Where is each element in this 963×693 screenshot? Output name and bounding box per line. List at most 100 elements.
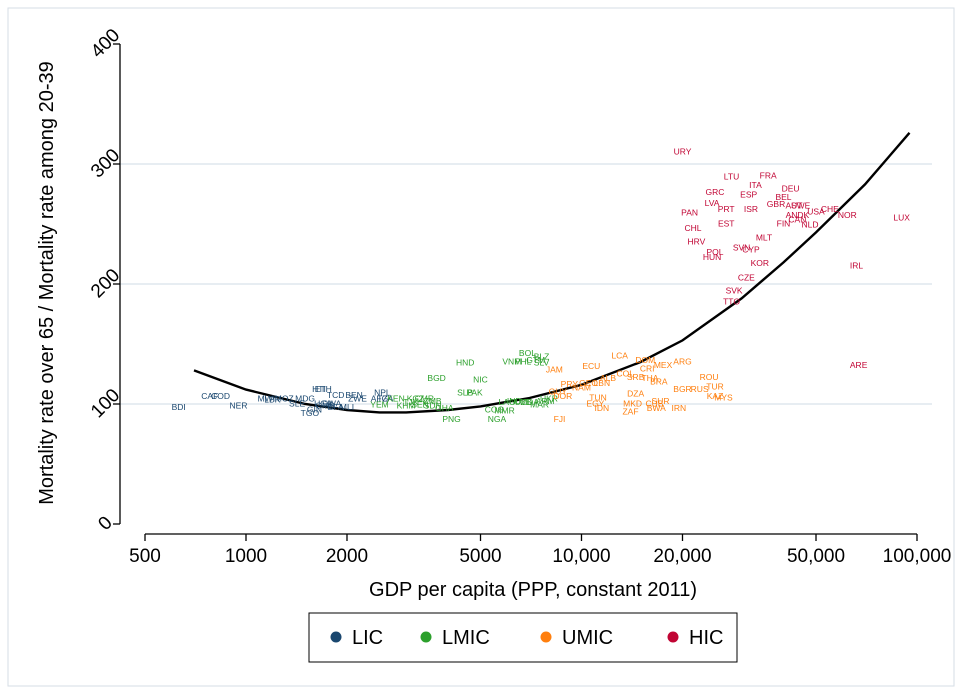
point-lbn: LBN [594, 378, 611, 388]
point-mar: MAR [530, 399, 549, 409]
point-mex: MEX [654, 360, 673, 370]
point-lao: LAO [499, 397, 516, 407]
point-lux: LUX [893, 212, 910, 222]
point-ltu: LTU [724, 171, 739, 181]
point-cod: COD [211, 391, 230, 401]
legend: LIC LMIC UMIC HIC [308, 612, 738, 663]
point-nam: NAM [572, 383, 591, 393]
point-mmr: MMR [494, 405, 514, 415]
point-arg: ARG [673, 356, 691, 366]
point-bgd: BGD [427, 373, 445, 383]
point-slv: SLV [534, 357, 550, 367]
point-vnm: VNM [502, 356, 521, 366]
legend-marker-umic [540, 631, 552, 643]
point-cmr: CMR [415, 393, 434, 403]
point-bel: BEL [775, 192, 791, 202]
point-est: EST [718, 218, 735, 228]
point-svk: SVK [726, 285, 743, 295]
point-ner: NER [230, 401, 248, 411]
point-bdi: BDI [172, 402, 186, 412]
legend-marker-hic [667, 631, 679, 643]
point-tur: TUR [706, 381, 723, 391]
point-npl: NPL [374, 387, 391, 397]
point-gha: GHA [435, 403, 454, 413]
point-fji: FJI [554, 414, 566, 424]
point-mda: MDA [520, 397, 539, 407]
point-are: ARE [850, 360, 868, 370]
point-lva: LVA [705, 198, 720, 208]
data-points: BDICAFCODNERMWILBRMOZSLEMDGHTIETHTGOGINU… [172, 146, 911, 424]
point-bfa: BFA [328, 402, 344, 412]
point-hti: HTI [312, 384, 326, 394]
point-hun: HUN [703, 252, 721, 262]
point-afg: AFG [371, 393, 388, 403]
point-pol: POL [706, 247, 723, 257]
point-phl: PHL [515, 356, 532, 366]
point-uzb: UZB [515, 397, 532, 407]
point-mys: MYS [714, 392, 733, 402]
point-zmb: ZMB [424, 396, 442, 406]
point-andk: ANDK [786, 210, 810, 220]
point-rus: RUS [691, 384, 709, 394]
point-gmb: GMB [315, 401, 335, 411]
y-axis-title: Mortality rate over 65 / Mortality rate … [36, 61, 58, 505]
point-irl: IRL [850, 260, 864, 270]
plot-area [120, 16, 932, 534]
point-chl: CHL [685, 223, 702, 233]
point-deu: DEU [782, 183, 800, 193]
legend-label-lic: LIC [352, 627, 383, 649]
point-blz: BLZ [534, 351, 550, 361]
point-ukr: UKR [540, 393, 558, 403]
point-png: PNG [442, 414, 460, 424]
fit-curve [193, 132, 911, 414]
point-ben: BEN [345, 390, 362, 400]
point-tjk: TJK [403, 397, 418, 407]
point-pak: PAK [466, 387, 483, 397]
x-tick-label: 100,000 [883, 546, 952, 567]
point-guy: GUY [549, 386, 568, 396]
point-rwa: RWA [322, 398, 342, 408]
x-tick-label: 50,000 [787, 546, 845, 567]
point-mwi: MWI [258, 393, 275, 403]
point-hnd: HND [456, 357, 474, 367]
point-kaz: KAZ [707, 391, 724, 401]
point-tgo: TGO [301, 408, 320, 418]
point-gin: GIN [307, 404, 322, 414]
point-caf: CAF [201, 391, 218, 401]
point-jam: JAM [546, 365, 563, 375]
point-bwa: BWA [647, 403, 666, 413]
point-nor: NOR [838, 210, 857, 220]
point-dom: DOM [635, 355, 655, 365]
point-rou: ROU [700, 372, 719, 382]
point-pry: PRY [561, 379, 579, 389]
point-sdn: SDN [424, 401, 442, 411]
point-zaf: ZAF [622, 407, 638, 417]
x-tick-label: 2000 [326, 546, 368, 567]
point-bgr: BGR [673, 384, 691, 394]
point-zwe: ZWE [348, 393, 367, 403]
point-idn: IDN [595, 403, 610, 413]
point-tun: TUN [589, 392, 606, 402]
point-irn: IRN [671, 403, 686, 413]
point-tza: TZA [377, 393, 393, 403]
point-isr: ISR [744, 204, 758, 214]
point-sle: SLE [289, 398, 305, 408]
point-sur: SUR [652, 396, 670, 406]
x-tick-label: 1000 [225, 546, 267, 567]
point-grc: GRC [706, 187, 725, 197]
point-lbr: LBR [264, 395, 281, 405]
point-hrv: HRV [687, 236, 705, 246]
point-esp: ESP [740, 189, 757, 199]
legend-label-hic: HIC [689, 627, 723, 649]
x-tick-label: 5000 [459, 546, 501, 567]
legend-marker-lmic [420, 631, 432, 643]
point-pan: PAN [681, 207, 698, 217]
legend-box [308, 612, 738, 663]
point-aut: AUT [786, 200, 803, 210]
point-cze: CZE [738, 272, 755, 282]
legend-marker-lic [330, 631, 342, 643]
x-axis-title: GDP per capita (PPP, constant 2011) [369, 579, 697, 601]
